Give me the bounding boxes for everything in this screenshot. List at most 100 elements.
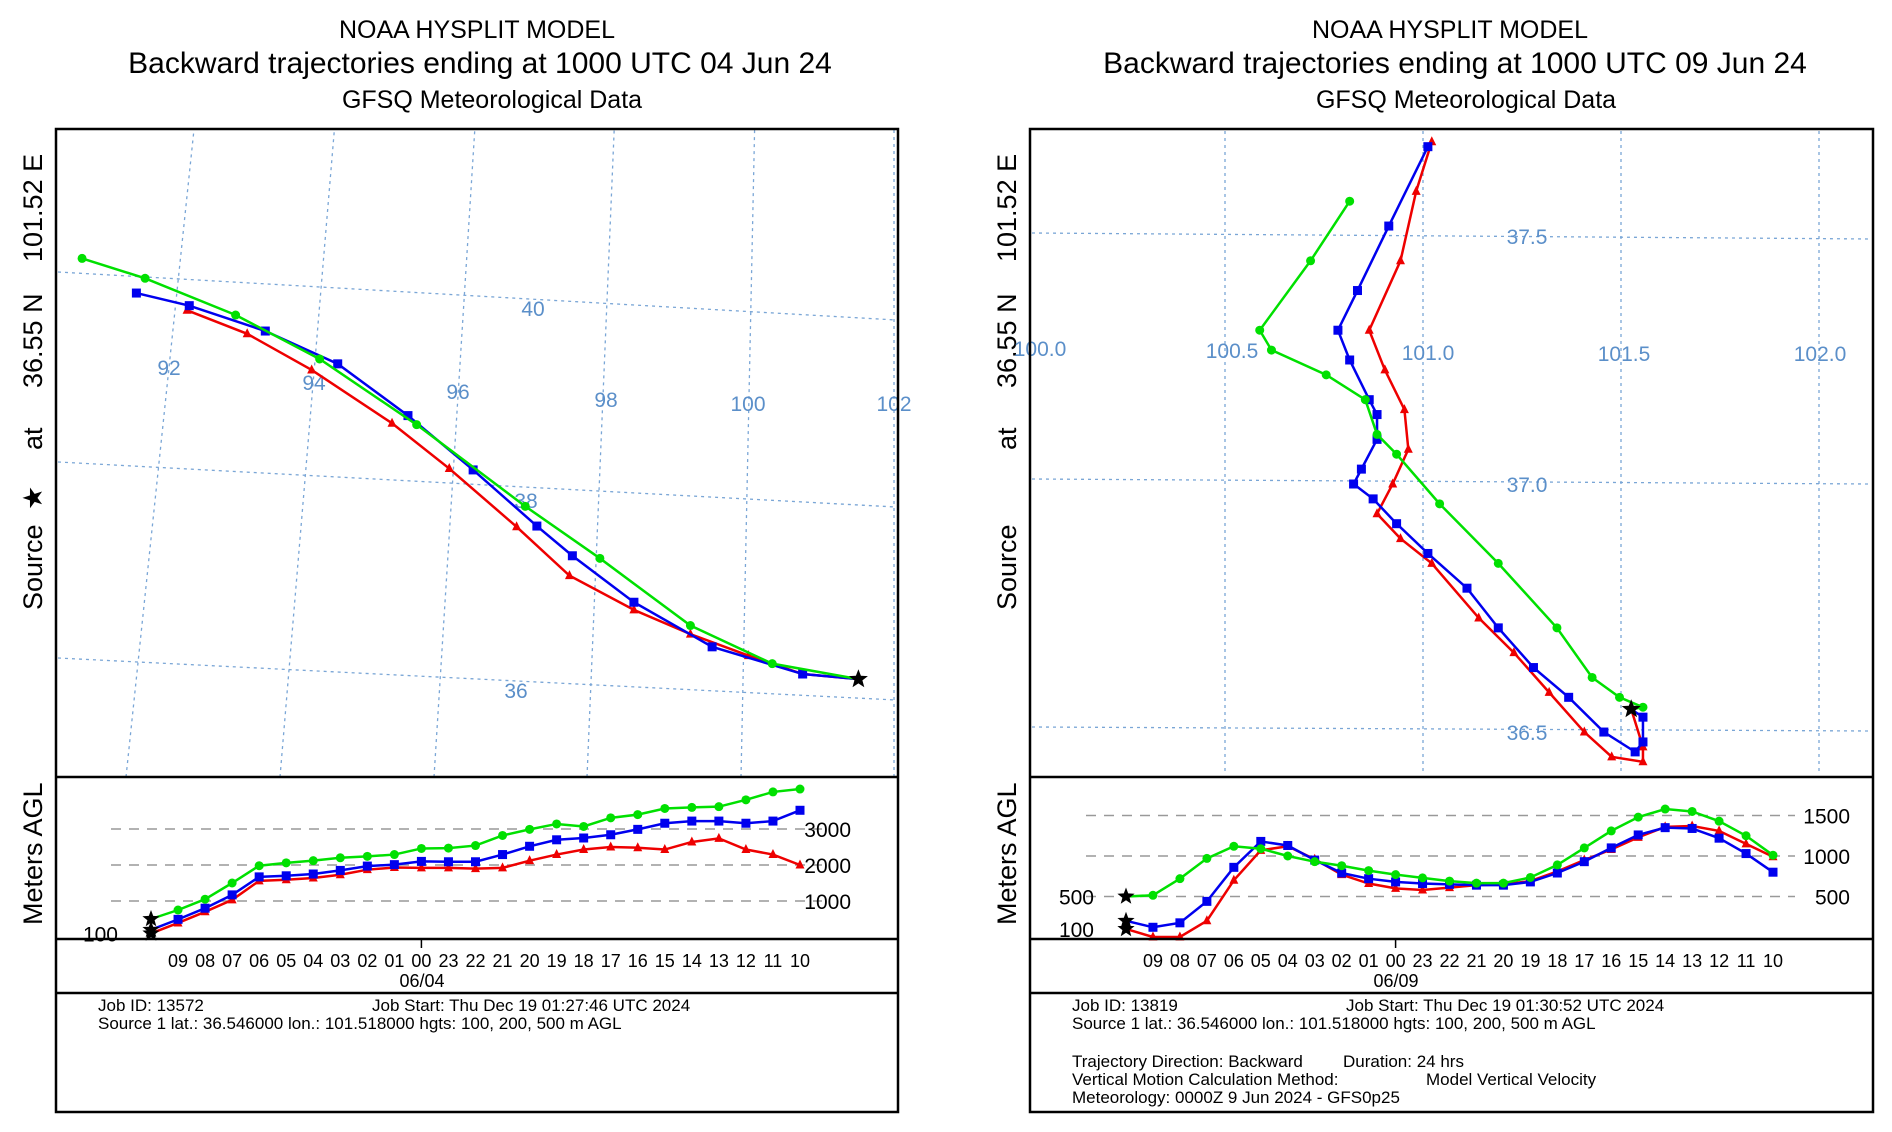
circle-marker: [520, 501, 530, 511]
time-tick-label: 22: [465, 951, 485, 971]
circle-marker: [1364, 866, 1374, 876]
longitude-label: 100.0: [1014, 338, 1067, 361]
triangle-marker: [443, 862, 453, 872]
height-tick-label: 1000: [804, 891, 851, 914]
time-tick-label: 01: [384, 951, 404, 971]
circle-marker: [389, 850, 399, 860]
triangle-marker: [471, 863, 480, 873]
triangle-marker: [1418, 884, 1428, 894]
square-marker: [1349, 479, 1359, 489]
triangle-marker: [1474, 612, 1484, 622]
triangle-marker: [444, 463, 454, 473]
triangle-marker: [1403, 443, 1413, 453]
latitude-label: 37.5: [1507, 226, 1548, 249]
square-marker: [1599, 727, 1609, 737]
square-marker: [443, 857, 453, 867]
square-marker: [1202, 896, 1212, 906]
triangle-marker: [633, 842, 643, 852]
circle-marker: [254, 861, 264, 871]
circle-marker: [1633, 812, 1643, 822]
source-label: Source: [18, 524, 48, 610]
circle-marker: [714, 802, 724, 812]
circle-marker: [741, 795, 751, 805]
left-job-id: Job ID: 13572: [98, 996, 204, 1015]
triangle-marker: [387, 417, 397, 427]
square-marker: [1372, 410, 1382, 420]
left-map: 92 94 96 98 100 102 40 38 36: [57, 128, 912, 778]
circle-marker: [1266, 345, 1276, 355]
right-vertical-value: Model Vertical Velocity: [1426, 1070, 1597, 1089]
latitude-gridline: [1031, 478, 1872, 485]
latitude-gridline: [1031, 726, 1872, 732]
circle-marker: [443, 843, 453, 853]
lon-label: 101.52 E: [992, 154, 1022, 262]
height-tick-label: 2000: [804, 855, 851, 878]
circle-marker: [552, 819, 562, 829]
square-marker: [1418, 879, 1428, 889]
triangle-marker: [1229, 874, 1239, 884]
left-title: NOAA HYSPLIT MODEL: [339, 16, 615, 44]
lat-label: 36.55 N: [992, 293, 1022, 388]
time-tick-label: 00: [1386, 951, 1406, 971]
right-subtitle: Backward trajectories ending at 1000 UTC…: [1103, 47, 1807, 80]
source-star-icon: [1117, 887, 1135, 904]
square-marker: [633, 824, 643, 834]
time-tick-label: 18: [1547, 951, 1567, 971]
time-tick-label: 06: [249, 951, 269, 971]
triangle-marker: [1579, 726, 1589, 736]
time-tick-label: 08: [1170, 951, 1190, 971]
left-subtitle: Backward trajectories ending at 1000 UTC…: [128, 47, 832, 80]
square-marker: [1768, 867, 1778, 877]
right-job-start: Job Start: Thu Dec 19 01:30:52 UTC 2024: [1346, 996, 1664, 1015]
square-marker: [1175, 918, 1185, 928]
square-marker: [254, 872, 264, 882]
circle-marker: [308, 856, 318, 866]
circle-marker: [1638, 702, 1648, 712]
square-marker: [362, 861, 372, 871]
circle-marker: [1256, 844, 1266, 854]
height-tick-label: 1500: [1803, 806, 1850, 829]
circle-marker: [1255, 325, 1265, 335]
time-tick-label: 15: [655, 951, 675, 971]
circle-marker: [1418, 873, 1428, 883]
square-marker: [687, 816, 697, 826]
height-line-100m: [150, 837, 801, 935]
time-tick-label: 22: [1439, 951, 1459, 971]
square-marker: [1687, 823, 1697, 833]
circle-marker: [1391, 870, 1401, 880]
circle-marker: [1493, 558, 1503, 568]
source-star-icon: [848, 669, 868, 688]
trajectory-line-500m: [81, 257, 859, 681]
right-map: 100.0 100.5 101.0 101.5 102.0 37.5 37.0 36.5: [1014, 131, 1872, 775]
square-marker: [552, 835, 562, 845]
longitude-label: 101.0: [1402, 342, 1455, 365]
left-date-label: 06/04: [399, 971, 444, 991]
right-meters-label: Meters AGL: [992, 782, 1022, 925]
circle-marker: [1321, 370, 1331, 380]
left-height-chart: 1000 2000 3000 100 09 08 07 06 05 04 03 02 01 00 23 22 2…: [83, 784, 851, 971]
time-tick-label: 01: [1359, 951, 1379, 971]
circle-marker: [1498, 878, 1508, 888]
square-marker: [1333, 325, 1343, 335]
triangle-marker: [1396, 533, 1406, 543]
longitude-label: 92: [157, 357, 180, 380]
square-marker: [335, 865, 345, 875]
time-tick-label: 09: [1143, 951, 1163, 971]
time-tick-label: 02: [1332, 951, 1352, 971]
square-marker: [1741, 849, 1751, 859]
circle-marker: [1471, 878, 1481, 888]
time-tick-label: 21: [1466, 951, 1486, 971]
circle-marker: [281, 858, 291, 868]
longitude-label: 102.0: [1794, 343, 1847, 366]
circle-marker: [335, 853, 345, 863]
circle-marker: [1660, 804, 1670, 814]
time-tick-label: 10: [1763, 951, 1783, 971]
latitude-label: 36.5: [1507, 722, 1548, 745]
square-marker: [1256, 836, 1266, 846]
circle-marker: [498, 830, 508, 840]
triangle-marker: [1396, 255, 1406, 265]
time-tick-label: 03: [330, 951, 350, 971]
time-tick-label: 12: [736, 951, 756, 971]
time-tick-label: 10: [790, 951, 810, 971]
